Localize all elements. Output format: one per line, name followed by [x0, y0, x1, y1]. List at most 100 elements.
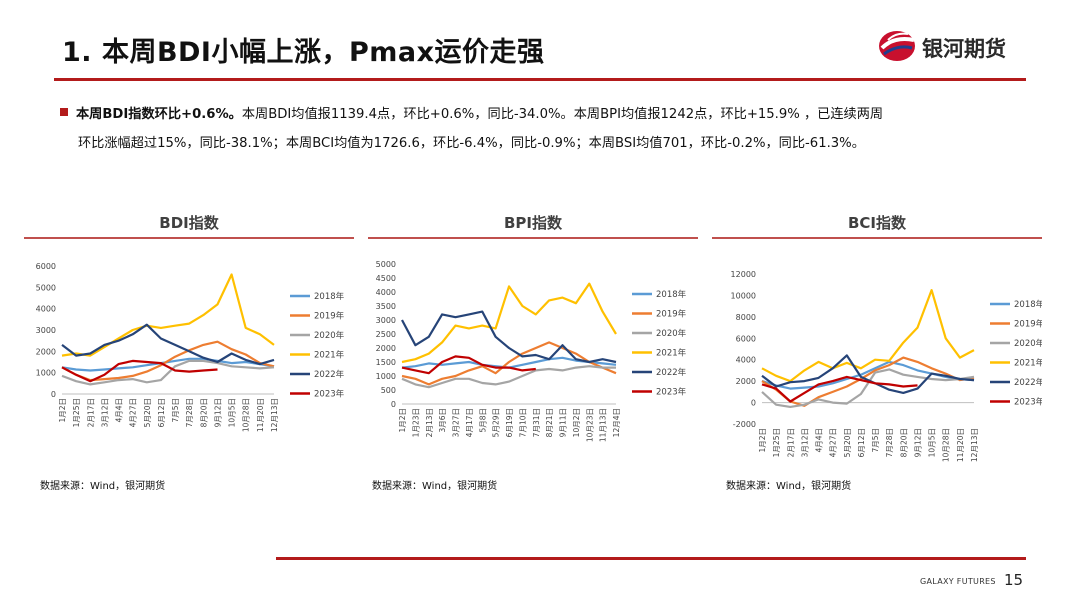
bdi-x-tick-label: 10月28日 — [242, 398, 251, 432]
bdi-x-tick-label: 12月13日 — [270, 398, 279, 432]
bpi-y-tick-label: 2500 — [376, 330, 396, 339]
footer-divider — [276, 557, 1026, 560]
bdi-legend-label: 2022年 — [314, 369, 345, 380]
bdi-series-line-2020年 — [61, 359, 275, 386]
bpi-legend-label: 2020年 — [656, 328, 687, 339]
bpi-x-tick-label: 9月11日 — [559, 408, 568, 437]
galaxy-logo-icon — [879, 31, 915, 61]
bpi-y-tick-label: 2000 — [376, 344, 396, 353]
bpi-y-tick-label: 1500 — [376, 358, 396, 367]
bdi-series-line-2023年 — [61, 359, 218, 383]
brand-logo: 银河期货 — [876, 26, 1036, 66]
bci-legend-label: 2021年 — [1014, 358, 1042, 369]
bpi-y-tick-label: 5000 — [376, 260, 396, 269]
bdi-x-tick-label: 3月12日 — [100, 398, 109, 427]
bpi-x-tick-label: 11月13日 — [599, 408, 608, 442]
bdi-y-tick-label: 0 — [51, 390, 56, 399]
bci-legend-label: 2019年 — [1014, 319, 1042, 330]
bci-y-tick-label: 10000 — [731, 291, 756, 300]
header-divider — [54, 78, 1026, 81]
bdi-source-note: 数据来源：Wind，银河期货 — [40, 481, 166, 492]
bpi-x-tick-label: 7月10日 — [518, 408, 527, 437]
bdi-x-tick-label: 5月20日 — [143, 398, 152, 427]
bpi-legend-label: 2018年 — [656, 289, 687, 300]
bpi-chart-panel: BPI指数 5000 4500 4000 3500 3000 2500 2000 1500 10… — [368, 212, 698, 492]
bci-y-tick-label: 0 — [751, 399, 756, 408]
bci-series-line-2022年 — [761, 354, 975, 394]
bdi-title-rule — [24, 237, 354, 239]
bci-x-tick-label: 10月5日 — [928, 428, 937, 457]
bci-series-line-2021年 — [761, 288, 975, 383]
bdi-x-tick-label: 1月2日 — [58, 398, 67, 423]
bdi-x-tick-label: 11月20日 — [256, 398, 265, 432]
bpi-x-tick-label: 10月23日 — [585, 408, 594, 442]
bdi-legend-label: 2023年 — [314, 389, 345, 400]
bpi-series-line-2020年 — [401, 365, 616, 389]
bpi-x-tick-label: 7月31日 — [532, 408, 541, 437]
bci-series-line-2023年 — [761, 375, 918, 403]
bdi-legend-label: 2018年 — [314, 291, 345, 302]
bpi-x-tick-label: 3月6日 — [438, 408, 447, 433]
bpi-x-tick-label: 4月17日 — [465, 408, 474, 437]
bdi-legend-label: 2019年 — [314, 311, 345, 322]
bpi-x-tick-label: 8月21日 — [545, 408, 554, 437]
bci-x-tick-label: 4月4日 — [815, 428, 824, 453]
bci-y-tick-label: 2000 — [736, 377, 756, 386]
bpi-series-line-2023年 — [401, 355, 536, 375]
bci-x-tick-label: 7月28日 — [885, 428, 894, 457]
page-number: 15 — [1004, 571, 1024, 589]
page-title: 1. 本周BDI小幅上涨，Pmax运价走强 — [62, 37, 545, 68]
footer-company: GALAXY FUTURES — [920, 577, 996, 586]
summary-line-1-rest: 本周BDI均值报1139.4点，环比+0.6%，同比-34.0%。本周BPI均值… — [241, 107, 884, 122]
bpi-chart-title: BPI指数 — [503, 214, 562, 232]
bci-x-tick-label: 7月5日 — [871, 428, 880, 453]
bci-y-tick-label: 6000 — [736, 334, 756, 343]
bci-source-note: 数据来源：Wind，银河期货 — [726, 481, 852, 492]
bci-chart-panel: BCI指数 12000 10000 8000 6000 4000 2000 0 -2000 1月… — [712, 212, 1042, 492]
bci-legend-label: 2020年 — [1014, 338, 1042, 349]
bci-x-tick-label: 5月20日 — [843, 428, 852, 457]
bpi-title-rule — [368, 237, 698, 239]
bdi-x-tick-label: 9月12日 — [213, 398, 222, 427]
bci-y-tick-label: 12000 — [731, 270, 756, 279]
bci-chart-title: BCI指数 — [847, 214, 907, 232]
bpi-x-tick-label: 12月4日 — [612, 408, 621, 437]
bullet-square-icon — [60, 108, 68, 116]
bdi-x-tick-label: 10月5日 — [228, 398, 237, 427]
bpi-y-tick-label: 4500 — [376, 274, 396, 283]
bdi-x-tick-label: 6月12日 — [157, 398, 166, 427]
bpi-series-line-2022年 — [401, 310, 617, 364]
bci-x-tick-label: 1月2日 — [758, 428, 767, 453]
bdi-y-tick-label: 4000 — [36, 305, 56, 314]
bdi-x-tick-label: 2月17日 — [86, 398, 95, 427]
bpi-legend-label: 2022年 — [656, 367, 687, 378]
bpi-x-tick-label: 1月23日 — [411, 408, 420, 437]
bpi-x-tick-label: 1月2日 — [398, 408, 407, 433]
bci-x-tick-label: 9月12日 — [913, 428, 922, 457]
bdi-legend-label: 2020年 — [314, 330, 345, 341]
bpi-legend-label: 2021年 — [656, 348, 687, 359]
bci-x-tick-label: 11月20日 — [956, 428, 965, 462]
bpi-y-tick-label: 3500 — [376, 302, 396, 311]
bci-title-rule — [712, 237, 1042, 239]
bdi-series-line-2021年 — [61, 273, 275, 357]
summary-line-1: 本周BDI指数环比+0.6%。本周BDI均值报1139.4点，环比+0.6%，同… — [60, 100, 1030, 129]
bci-y-tick-label: -2000 — [733, 420, 756, 429]
bci-series-line-2019年 — [761, 356, 975, 407]
bdi-legend-label: 2021年 — [314, 350, 345, 361]
bci-y-tick-label: 8000 — [736, 313, 756, 322]
bdi-x-tick-label: 4月4日 — [115, 398, 124, 423]
bpi-y-tick-label: 1000 — [376, 372, 396, 381]
bpi-y-tick-label: 0 — [391, 400, 396, 409]
bdi-x-tick-label: 1月25日 — [72, 398, 81, 427]
summary-lead: 本周BDI指数环比+0.6%。 — [76, 107, 242, 122]
bdi-y-tick-label: 5000 — [36, 283, 56, 292]
bci-x-tick-label: 1月25日 — [772, 428, 781, 457]
bdi-y-tick-label: 1000 — [36, 369, 56, 378]
bdi-x-tick-label: 8月20日 — [199, 398, 208, 427]
bci-series-line-2020年 — [761, 368, 975, 408]
bci-y-tick-label: 4000 — [736, 356, 756, 365]
bpi-x-tick-label: 10月2日 — [572, 408, 581, 437]
